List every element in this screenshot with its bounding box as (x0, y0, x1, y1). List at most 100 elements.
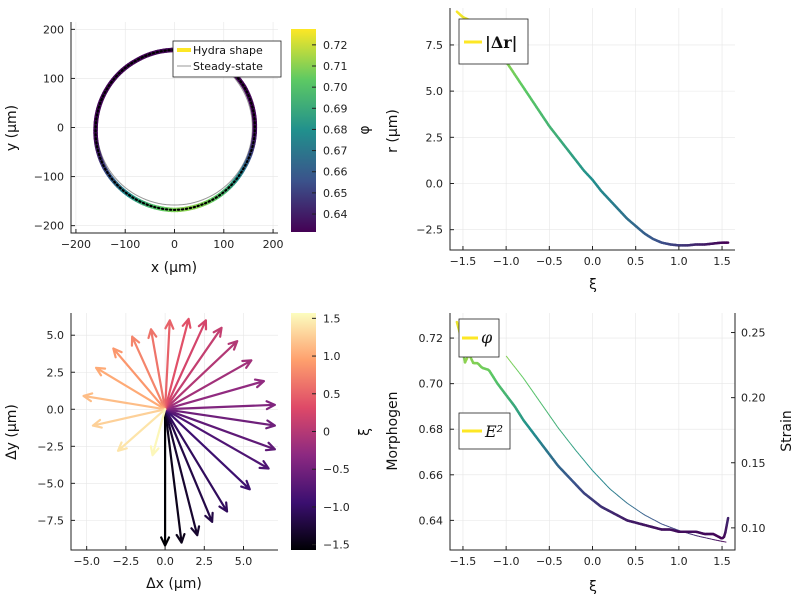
strain-segment (569, 443, 573, 447)
strain-segment (676, 529, 679, 531)
quiver-xtick-label: −5.0 (73, 555, 100, 568)
quiver-arrow (163, 317, 192, 411)
quiver-arrow (163, 400, 276, 411)
strain-segment (533, 392, 536, 396)
strain-segment (562, 433, 566, 437)
quiver-arrow (163, 408, 186, 544)
strain-segment (553, 421, 557, 425)
quiver-arrow (130, 335, 167, 411)
morphogen-xtick-label: −1.5 (450, 555, 477, 568)
quiver-arrow-shaft (130, 335, 167, 411)
phi-colorbar-tick-label: 0.70 (323, 81, 348, 94)
quiver-arrow (163, 359, 253, 411)
strain-segment (592, 470, 595, 473)
strain-y-axis-label: Strain (779, 410, 795, 451)
strain-segment (623, 499, 626, 503)
quiver-axes-frame (70, 313, 278, 551)
xi-colorbar-gradient (291, 313, 316, 550)
quiver-arrow-shaft (147, 328, 167, 411)
strain-segment (634, 507, 637, 510)
quiver-arrow-shaft (163, 378, 265, 411)
strain-segment (551, 418, 555, 423)
strain-segment (516, 369, 520, 373)
displacement-xtick-label: −1.5 (450, 255, 477, 268)
phi-colorbar-tick-label: 0.69 (323, 102, 348, 115)
displacement-y-axis-label: r (μm) (385, 109, 401, 153)
morphogen-xtick-label: 0.0 (584, 555, 602, 568)
strain-segment (614, 492, 617, 495)
quiver-arrow (163, 408, 201, 537)
strain-segment (672, 527, 676, 530)
shape-ytick-label: 100 (43, 72, 64, 85)
shape-xtick-label: 100 (213, 238, 234, 251)
shape-xtick-label: −200 (61, 238, 91, 251)
strain-segment (536, 397, 540, 401)
quiver-y-axis-label: Δy (μm) (4, 404, 20, 460)
strain-segment (571, 445, 575, 449)
strain-segment (658, 521, 661, 524)
xi-colorbar-ticks: 1.5 1.0 0.5 0 −0.5 −1.0 −1.5 (312, 312, 350, 552)
xi-colorbar-tick-label: 1.5 (323, 312, 341, 325)
quiver-ytick-label: −2.5 (37, 440, 64, 453)
quiver-arrow-shaft (163, 408, 251, 491)
quiver-arrow-shaft (163, 317, 192, 411)
quiver-arrows (82, 317, 276, 547)
strain-segment (535, 395, 538, 399)
morphogen-ytick-label: 0.70 (419, 378, 444, 391)
strain-segment (540, 403, 544, 407)
quiver-arrow (163, 319, 175, 411)
quiver-arrow (163, 319, 208, 411)
shape-xtick-label: 0 (171, 238, 178, 251)
strain-segment (608, 487, 612, 490)
strain-segment (661, 523, 665, 526)
displacement-xtick-label: −1.0 (493, 255, 520, 268)
strain-segment (617, 495, 621, 498)
strain-segment (531, 389, 535, 394)
strain-segment (577, 452, 580, 456)
quiver-ytick-label: 5.0 (47, 329, 65, 342)
legend-strain-label: E² (484, 422, 503, 441)
quiver-arrow (163, 408, 276, 452)
xi-colorbar-tick-label: −0.5 (323, 463, 350, 476)
shape-legend-box (172, 40, 282, 78)
quiver-arrow-shaft (163, 408, 229, 513)
quiver-xtick-label: 2.5 (196, 555, 214, 568)
strain-segment (603, 481, 606, 485)
xi-colorbar: 1.5 1.0 0.5 0 −0.5 −1.0 −1.5 ξ (291, 312, 373, 552)
strain-segment (525, 381, 529, 386)
displacement-ytick-label: 5.0 (426, 85, 444, 98)
phi-colorbar-tick-label: 0.64 (323, 208, 348, 221)
quiver-arrow-shaft (94, 366, 167, 411)
strain-segment (527, 384, 531, 388)
strain-segment (687, 532, 690, 535)
morphogen-x-ticks: −1.5 −1.0 −0.5 0.0 0.5 1.0 1.5 (450, 546, 731, 568)
quiver-y-ticks: −7.5 −5.0 −2.5 0.0 2.5 5.0 (37, 329, 75, 527)
phi-colorbar-tick-label: 0.71 (323, 60, 348, 73)
strain-segment (671, 527, 674, 529)
strain-segment (630, 505, 634, 508)
displacement-xtick-label: 1.0 (670, 255, 688, 268)
phi-colorbar-label: φ (357, 125, 373, 134)
strain-segment (595, 473, 599, 477)
strain-segment (641, 512, 645, 515)
quiver-arrow (112, 347, 167, 411)
strain-segment (669, 526, 672, 529)
displacement-ytick-label: 7.5 (426, 39, 444, 52)
strain-segment (626, 502, 630, 505)
strain-segment (511, 362, 514, 366)
strain-segment (518, 372, 522, 376)
morphogen-y-axis-label: Morphogen (385, 391, 401, 470)
xi-colorbar-tick-label: −1.5 (323, 539, 350, 552)
quiver-arrow (147, 328, 167, 411)
quiver-arrow (163, 408, 276, 430)
quiver-ytick-label: −5.0 (37, 477, 64, 490)
strain-segment (575, 450, 579, 454)
displacement-x-ticks: −1.5 −1.0 −0.5 0.0 0.5 1.0 1.5 (450, 246, 731, 268)
quiver-arrow-shaft (160, 408, 171, 547)
strain-segment (564, 436, 568, 440)
xi-colorbar-tick-label: 1.0 (323, 350, 341, 363)
strain-segment (667, 525, 670, 528)
hydra-shape-dotted-overlay (94, 48, 256, 212)
morphogen-x-axis-label: ξ (589, 579, 597, 595)
